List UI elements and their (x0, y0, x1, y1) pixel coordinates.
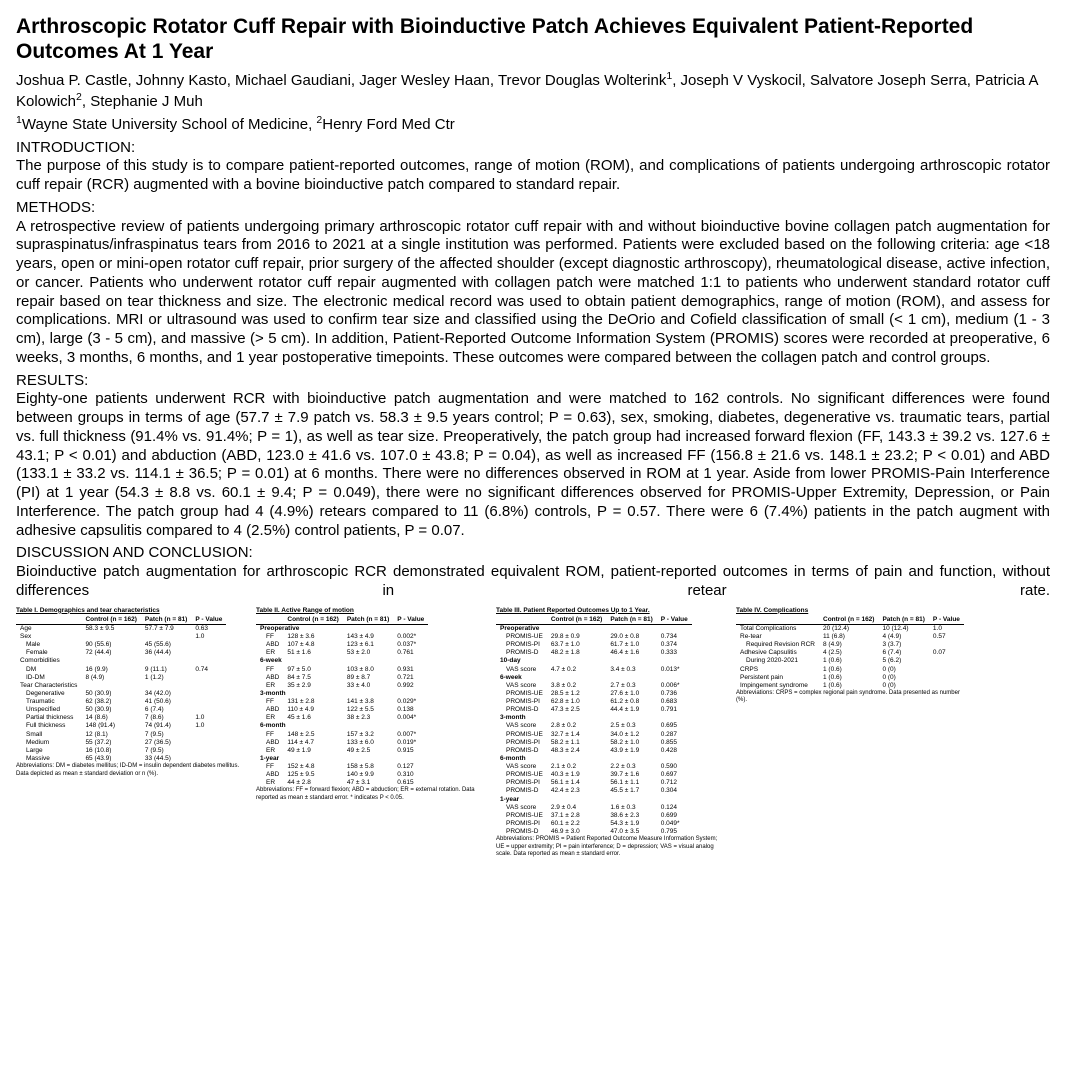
affiliations: 1Wayne State University School of Medici… (16, 114, 1050, 135)
table-1: Table I. Demographics and tear character… (16, 607, 246, 778)
table-4: Table IV. ComplicationsControl (n = 162)… (736, 607, 966, 705)
affil-2: Henry Ford Med Ctr (322, 116, 455, 133)
page-title: Arthroscopic Rotator Cuff Repair with Bi… (16, 14, 1050, 64)
methods-heading: METHODS: (16, 199, 1050, 218)
results-text: Eighty-one patients underwent RCR with b… (16, 390, 1050, 540)
authors-line: Joshua P. Castle, Johnny Kasto, Michael … (16, 70, 1050, 112)
discussion-heading: DISCUSSION AND CONCLUSION: (16, 544, 1050, 563)
authors-part1: Joshua P. Castle, Johnny Kasto, Michael … (16, 72, 666, 89)
results-heading: RESULTS: (16, 372, 1050, 391)
table-3: Table III. Patient Reported Outcomes Up … (496, 607, 726, 859)
intro-heading: INTRODUCTION: (16, 139, 1050, 158)
authors-part3: , Stephanie J Muh (82, 93, 203, 110)
intro-text: The purpose of this study is to compare … (16, 157, 1050, 195)
methods-text: A retrospective review of patients under… (16, 218, 1050, 368)
discussion-text: Bioinductive patch augmentation for arth… (16, 563, 1050, 601)
tables-row: Table I. Demographics and tear character… (16, 607, 1050, 859)
table-2: Table II. Active Range of motionControl … (256, 607, 486, 803)
affil-1: Wayne State University School of Medicin… (22, 116, 317, 133)
